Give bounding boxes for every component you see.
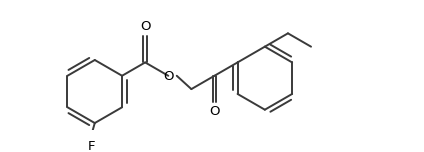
Text: O: O: [163, 71, 173, 83]
Text: F: F: [87, 140, 95, 152]
Text: O: O: [140, 20, 151, 33]
Text: O: O: [209, 105, 220, 118]
